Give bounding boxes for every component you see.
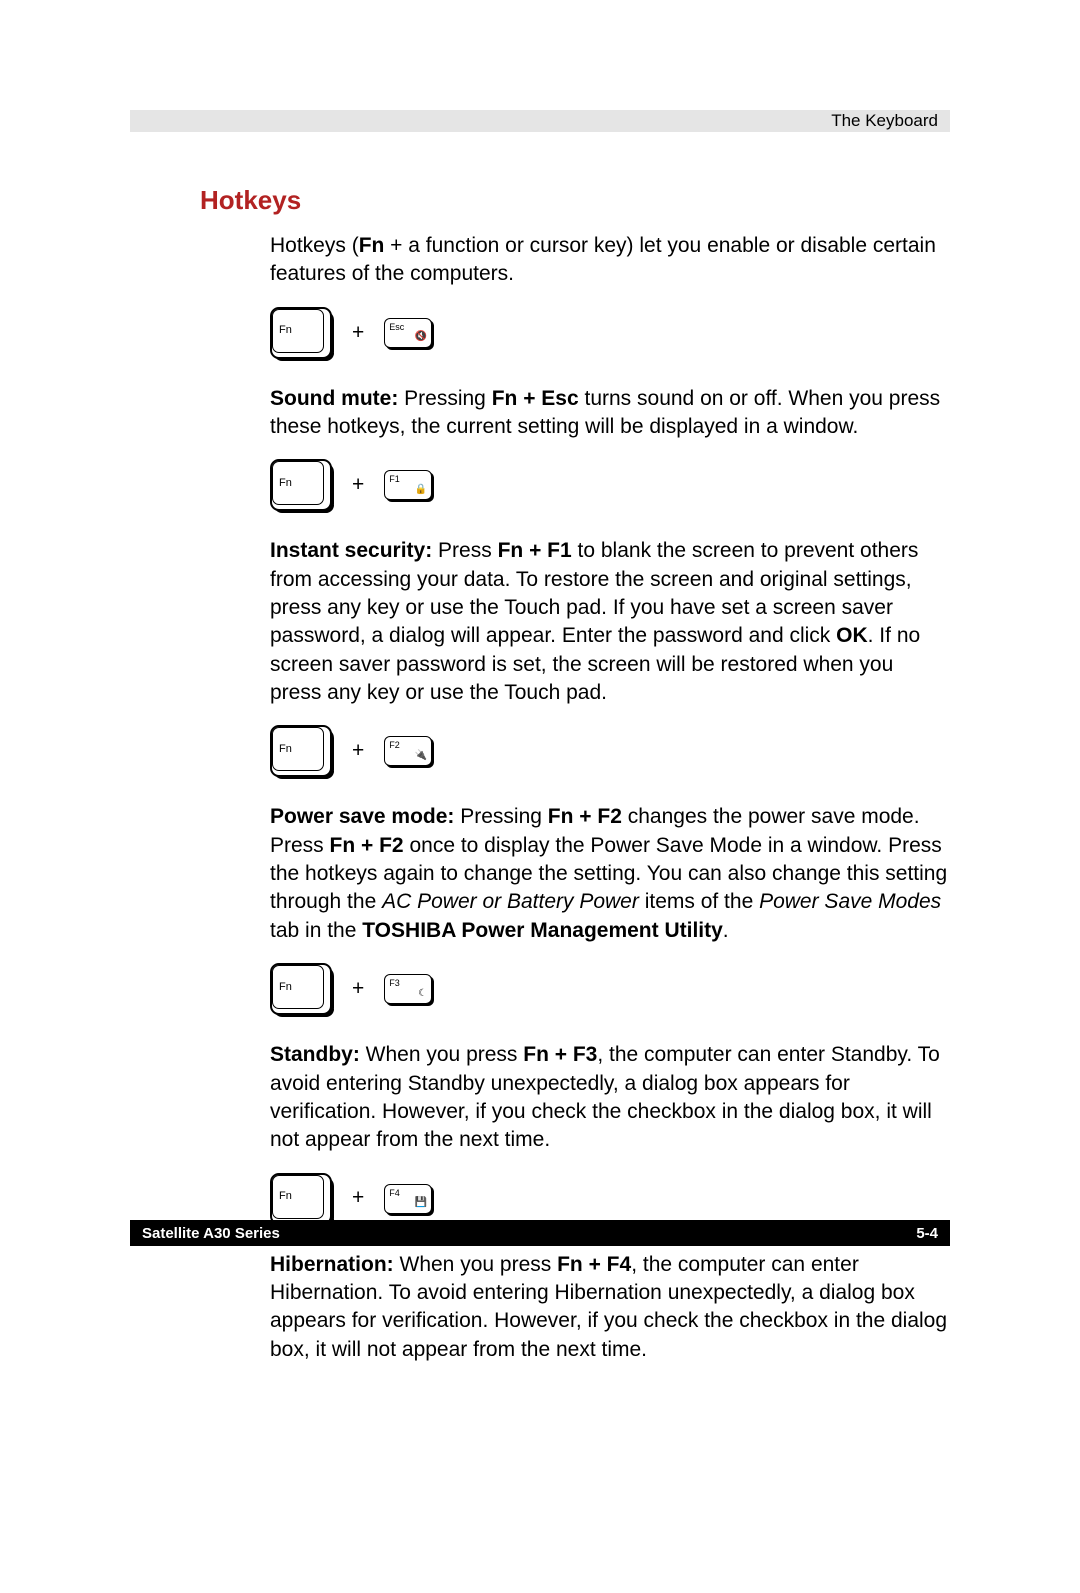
mute-icon: 🔇 <box>415 330 427 344</box>
esc-key-icon: Esc🔇 <box>384 318 432 348</box>
standby-text: Standby: When you press Fn + F3, the com… <box>270 1041 950 1154</box>
intro-text: Hotkeys (Fn + a function or cursor key) … <box>270 232 950 289</box>
key-row-f2: Fn + F2🔌 <box>270 725 950 777</box>
plus-icon: + <box>352 1184 364 1212</box>
plus-icon: + <box>352 319 364 347</box>
disk-icon: 💾 <box>415 1196 427 1210</box>
fn-key-icon: Fn <box>270 1173 332 1225</box>
power-save-text: Power save mode: Pressing Fn + F2 change… <box>270 803 950 945</box>
fn-key-icon: Fn <box>270 725 332 777</box>
f3-key-icon: F3☾ <box>384 974 432 1004</box>
plus-icon: + <box>352 471 364 499</box>
f2-key-icon: F2🔌 <box>384 736 432 766</box>
plus-icon: + <box>352 975 364 1003</box>
f1-key-icon: F1🔒 <box>384 470 432 500</box>
moon-icon: ☾ <box>418 987 427 1001</box>
footer-left: Satellite A30 Series <box>142 1225 280 1242</box>
fn-key-icon: Fn <box>270 963 332 1015</box>
f4-key-icon: F4💾 <box>384 1184 432 1214</box>
instant-security-text: Instant security: Press Fn + F1 to blank… <box>270 537 950 707</box>
footer-right: 5-4 <box>916 1225 938 1242</box>
fn-key-icon: Fn <box>270 459 332 511</box>
key-row-f1: Fn + F1🔒 <box>270 459 950 511</box>
main-content: Hotkeys (Fn + a function or cursor key) … <box>270 232 950 1382</box>
header-section: The Keyboard <box>831 111 938 130</box>
key-row-f4: Fn + F4💾 <box>270 1173 950 1225</box>
sound-mute-text: Sound mute: Pressing Fn + Esc turns soun… <box>270 385 950 442</box>
lock-icon: 🔒 <box>415 483 427 497</box>
hibernation-text: Hibernation: When you press Fn + F4, the… <box>270 1251 950 1364</box>
plus-icon: + <box>352 737 364 765</box>
key-row-esc: Fn + Esc🔇 <box>270 307 950 359</box>
page-title: Hotkeys <box>200 185 301 216</box>
key-row-f3: Fn + F3☾ <box>270 963 950 1015</box>
header-bar: The Keyboard <box>130 110 950 132</box>
fn-key-icon: Fn <box>270 307 332 359</box>
plug-icon: 🔌 <box>415 749 427 763</box>
footer-bar: Satellite A30 Series 5-4 <box>130 1220 950 1246</box>
